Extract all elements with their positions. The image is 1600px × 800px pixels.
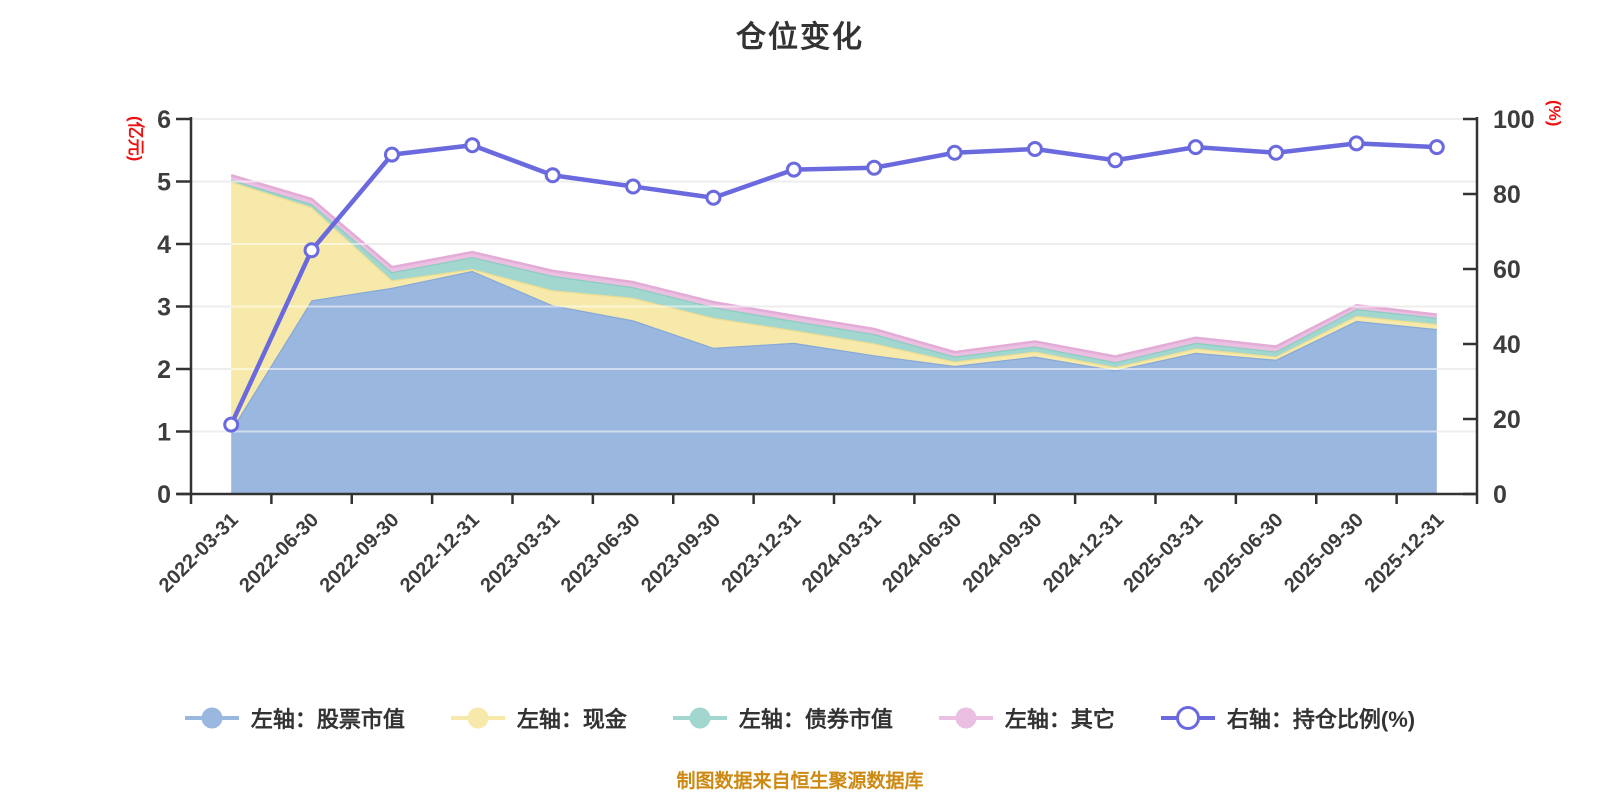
ratio-marker[interactable]: [1348, 135, 1365, 152]
y-axis-label-left: 1: [157, 419, 171, 447]
x-axis-label: 2023-03-31: [476, 509, 564, 597]
legend-marker-icon: [1160, 706, 1215, 730]
ratio-marker[interactable]: [625, 178, 642, 195]
x-axis-label: 2022-03-31: [155, 509, 243, 597]
legend-item-label: 右轴：持仓比例(%): [1226, 707, 1416, 732]
y-axis-label-left: 3: [157, 294, 171, 322]
legend-item[interactable]: 左轴：其它: [938, 702, 1115, 734]
ratio-marker[interactable]: [1428, 139, 1445, 156]
x-axis-label: 2025-06-30: [1200, 509, 1288, 597]
legend-item[interactable]: 左轴：现金: [450, 702, 627, 734]
x-axis-label: 2022-06-30: [235, 509, 323, 597]
x-axis-label: 2023-12-31: [717, 509, 805, 597]
right-axis-name: (%): [1545, 100, 1564, 126]
ratio-marker[interactable]: [866, 159, 883, 176]
y-axis-label-left: 5: [157, 169, 171, 197]
x-axis-label: 2025-09-30: [1280, 509, 1368, 597]
ratio-marker[interactable]: [785, 161, 802, 178]
legend-marker-icon: [672, 707, 727, 729]
chart-title: 仓位变化: [736, 21, 864, 54]
ratio-marker[interactable]: [464, 137, 481, 154]
ratio-marker[interactable]: [1187, 139, 1204, 156]
ratio-marker[interactable]: [544, 167, 561, 184]
x-axis-label: 2024-06-30: [878, 509, 966, 597]
left-axis-name: (亿元): [126, 116, 146, 161]
data-source-caption: 制图数据来自恒生聚源数据库: [676, 771, 924, 792]
area-bond-series[interactable]: [231, 179, 1437, 368]
legend-item-label: 左轴：现金: [516, 707, 627, 732]
ratio-marker[interactable]: [223, 416, 240, 433]
x-axis-label: 2024-03-31: [798, 509, 886, 597]
legend-item[interactable]: 左轴：股票市值: [184, 702, 405, 734]
y-axis-label-right: 0: [1493, 481, 1507, 509]
area-edge-other: [230, 174, 1437, 358]
area-other-series[interactable]: [231, 175, 1437, 363]
y-axis-label-left: 2: [157, 356, 171, 384]
legend-item[interactable]: 左轴：债券市值: [672, 702, 893, 734]
x-axis-label: 2022-09-30: [316, 509, 404, 597]
legend-item-label: 左轴：债券市值: [738, 707, 893, 732]
x-axis-label: 2024-09-30: [959, 509, 1047, 597]
y-axis-label-right: 60: [1493, 256, 1521, 284]
ratio-marker[interactable]: [946, 144, 963, 161]
x-axis-label: 2023-09-30: [637, 509, 725, 597]
legend-marker-icon: [184, 707, 239, 729]
x-axis-label: 2025-12-31: [1360, 509, 1448, 597]
x-axis-label: 2025-03-31: [1119, 509, 1207, 597]
y-axis-label-left: 6: [157, 106, 171, 134]
y-axis-label-right: 100: [1493, 106, 1535, 134]
ratio-marker[interactable]: [1026, 141, 1043, 157]
ratio-marker[interactable]: [383, 146, 400, 163]
y-axis-label-left: 0: [157, 481, 171, 509]
area-stock-series[interactable]: [231, 270, 1437, 494]
y-axis-label-right: 20: [1493, 406, 1521, 434]
legend-marker-icon: [938, 707, 993, 729]
y-axis-label-right: 80: [1493, 181, 1521, 209]
legend: 左轴：股票市值 左轴：现金 左轴：债券市值 左轴：其它 右轴：持仓比例(%): [0, 702, 1600, 734]
y-axis-label-left: 4: [157, 231, 171, 259]
ratio-marker[interactable]: [705, 189, 722, 206]
legend-item[interactable]: 右轴：持仓比例(%): [1160, 702, 1416, 734]
ratio-marker[interactable]: [1268, 144, 1285, 161]
x-axis-label: 2024-12-31: [1039, 509, 1127, 597]
ratio-marker[interactable]: [1107, 152, 1124, 169]
ratio-marker[interactable]: [303, 242, 320, 259]
x-axis-label: 2022-12-31: [396, 509, 484, 597]
legend-item-label: 左轴：其它: [1004, 707, 1115, 732]
x-axis-label: 2023-06-30: [557, 509, 645, 597]
ratio-line[interactable]: [228, 141, 1440, 427]
legend-item-label: 左轴：股票市值: [250, 707, 405, 732]
y-axis-label-right: 40: [1493, 331, 1521, 359]
legend-marker-icon: [450, 707, 505, 729]
